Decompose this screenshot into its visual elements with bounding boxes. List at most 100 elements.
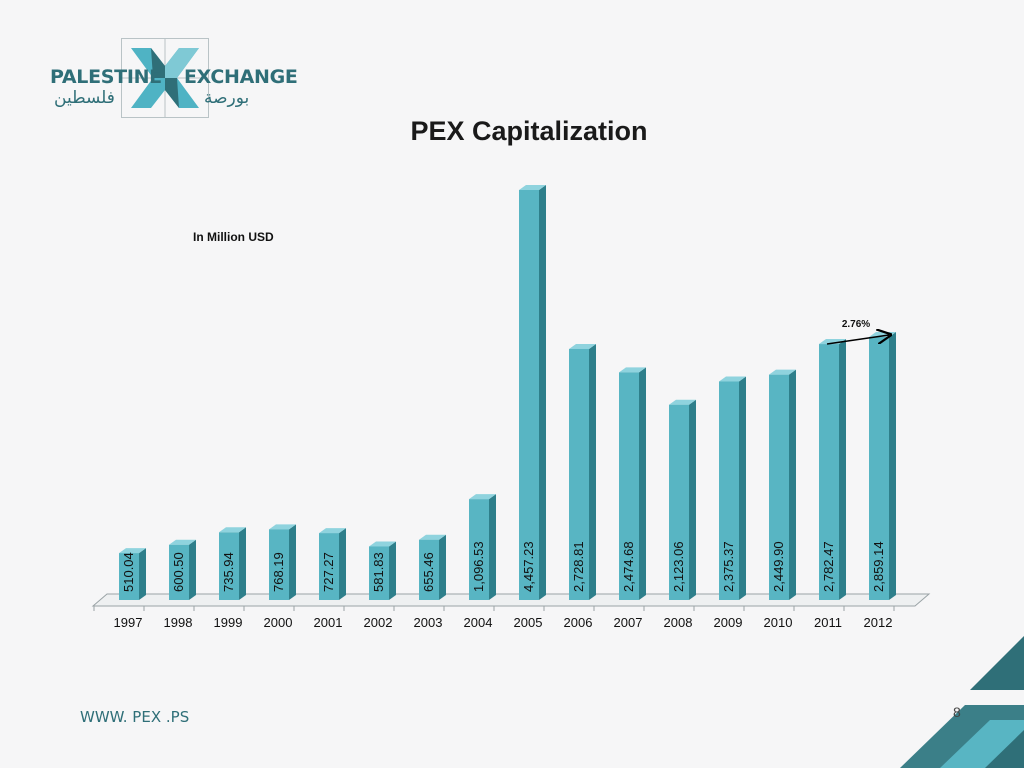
x-tick-label: 2007 (614, 615, 643, 630)
bar-2012: 2,859.14 (869, 332, 896, 600)
bar-2004: 1,096.53 (469, 494, 496, 600)
bar-top (769, 369, 796, 375)
bar-front (319, 533, 339, 600)
growth-arrow (826, 335, 889, 345)
bar-side (689, 399, 696, 600)
bar-front (669, 404, 689, 600)
x-tick-label: 1997 (114, 615, 143, 630)
bar-value-label: 768.19 (271, 552, 286, 592)
bar-front (569, 348, 589, 600)
bar-value-label: 2,474.68 (621, 541, 636, 592)
bar-value-label: 2,728.81 (571, 541, 586, 592)
x-tick-label: 2012 (864, 615, 893, 630)
bar-side (639, 367, 646, 600)
bar-front (619, 372, 639, 600)
bar-side (339, 528, 346, 600)
x-tick-label: 2011 (814, 615, 842, 630)
bar-front (819, 344, 839, 600)
bar-value-label: 4,457.23 (521, 541, 536, 592)
footer-url: WWW. PEX .PS (80, 708, 190, 726)
x-tick-label: 2009 (714, 615, 743, 630)
bar-side (189, 539, 196, 600)
bar-top (419, 534, 446, 540)
bar-value-label: 727.27 (321, 552, 336, 592)
bar-side (839, 339, 846, 600)
x-tick-label: 2000 (264, 615, 293, 630)
bar-top (519, 185, 546, 190)
bar-top (719, 376, 746, 382)
pex-logo: PALESTINE EXCHANGE فلسطين بورصة (44, 38, 298, 120)
exchange-cross-icon (121, 38, 209, 118)
bar-value-label: 2,859.14 (871, 541, 886, 592)
bar-value-label: 581.83 (371, 552, 386, 592)
bar-front (719, 381, 739, 600)
bar-front (169, 544, 189, 600)
bar-1997: 510.04 (119, 548, 146, 600)
growth-annotation-label: 2.76% (842, 319, 870, 330)
bar-front (419, 539, 439, 600)
bar-2005: 4,457.23 (519, 185, 546, 600)
x-tick-label: 2002 (364, 615, 393, 630)
logo-text-arabic-exchange: بورصة (204, 88, 250, 108)
bar-top (169, 539, 196, 545)
bar-value-label: 600.50 (171, 552, 186, 592)
x-tick-label: 2003 (414, 615, 443, 630)
bar-top (269, 524, 296, 530)
bar-top (219, 527, 246, 533)
bar-top (569, 343, 596, 349)
bar-value-label: 655.46 (421, 552, 436, 592)
bar-front (269, 529, 289, 600)
bar-value-label: 2,449.90 (771, 541, 786, 592)
logo-text-arabic-palestine: فلسطين (54, 88, 115, 108)
bar-side (589, 343, 596, 600)
bar-2010: 2,449.90 (769, 369, 796, 600)
chart-title: PEX Capitalization (410, 116, 648, 146)
bar-1999: 735.94 (219, 527, 246, 600)
bar-front (369, 546, 389, 600)
bar-2006: 2,728.81 (569, 343, 596, 600)
bar-front (119, 553, 139, 600)
bar-side (489, 494, 496, 600)
x-tick-label: 2010 (764, 615, 793, 630)
bar-front (219, 532, 239, 600)
bar-side (139, 548, 146, 600)
x-tick-label: 1999 (214, 615, 243, 630)
bar-2009: 2,375.37 (719, 376, 746, 600)
bar-side (439, 534, 446, 600)
bar-side (889, 332, 896, 600)
x-tick-label: 2006 (564, 615, 593, 630)
bar-value-label: 735.94 (221, 552, 236, 592)
bar-top (119, 548, 146, 554)
bar-2011: 2,782.47 (819, 339, 846, 600)
bar-top (319, 528, 346, 534)
bar-side (739, 376, 746, 600)
bar-2002: 581.83 (369, 541, 396, 600)
bar-2000: 768.19 (269, 524, 296, 600)
bar-front (519, 190, 539, 600)
bar-value-label: 2,123.06 (671, 541, 686, 592)
bar-side (289, 524, 296, 600)
x-tick-label: 2008 (664, 615, 693, 630)
bar-top (619, 367, 646, 373)
unit-note: In Million USD (193, 230, 274, 244)
bar-side (239, 527, 246, 600)
bar-top (669, 399, 696, 405)
x-tick-label: 2005 (514, 615, 543, 630)
bar-value-label: 2,782.47 (821, 541, 836, 592)
bar-front (869, 337, 889, 600)
logo-text-palestine: PALESTINE (50, 66, 162, 88)
logo-text-exchange: EXCHANGE (184, 66, 298, 88)
x-tick-label: 2004 (464, 615, 493, 630)
bar-top (369, 541, 396, 547)
bar-side (389, 541, 396, 600)
x-tick-label: 1998 (164, 615, 193, 630)
bar-top (469, 494, 496, 500)
bar-value-label: 2,375.37 (721, 541, 736, 592)
page-number: 8 (953, 704, 961, 720)
bar-2003: 655.46 (419, 534, 446, 600)
bar-2001: 727.27 (319, 528, 346, 600)
bar-side (789, 369, 796, 600)
bar-value-label: 1,096.53 (471, 541, 486, 592)
